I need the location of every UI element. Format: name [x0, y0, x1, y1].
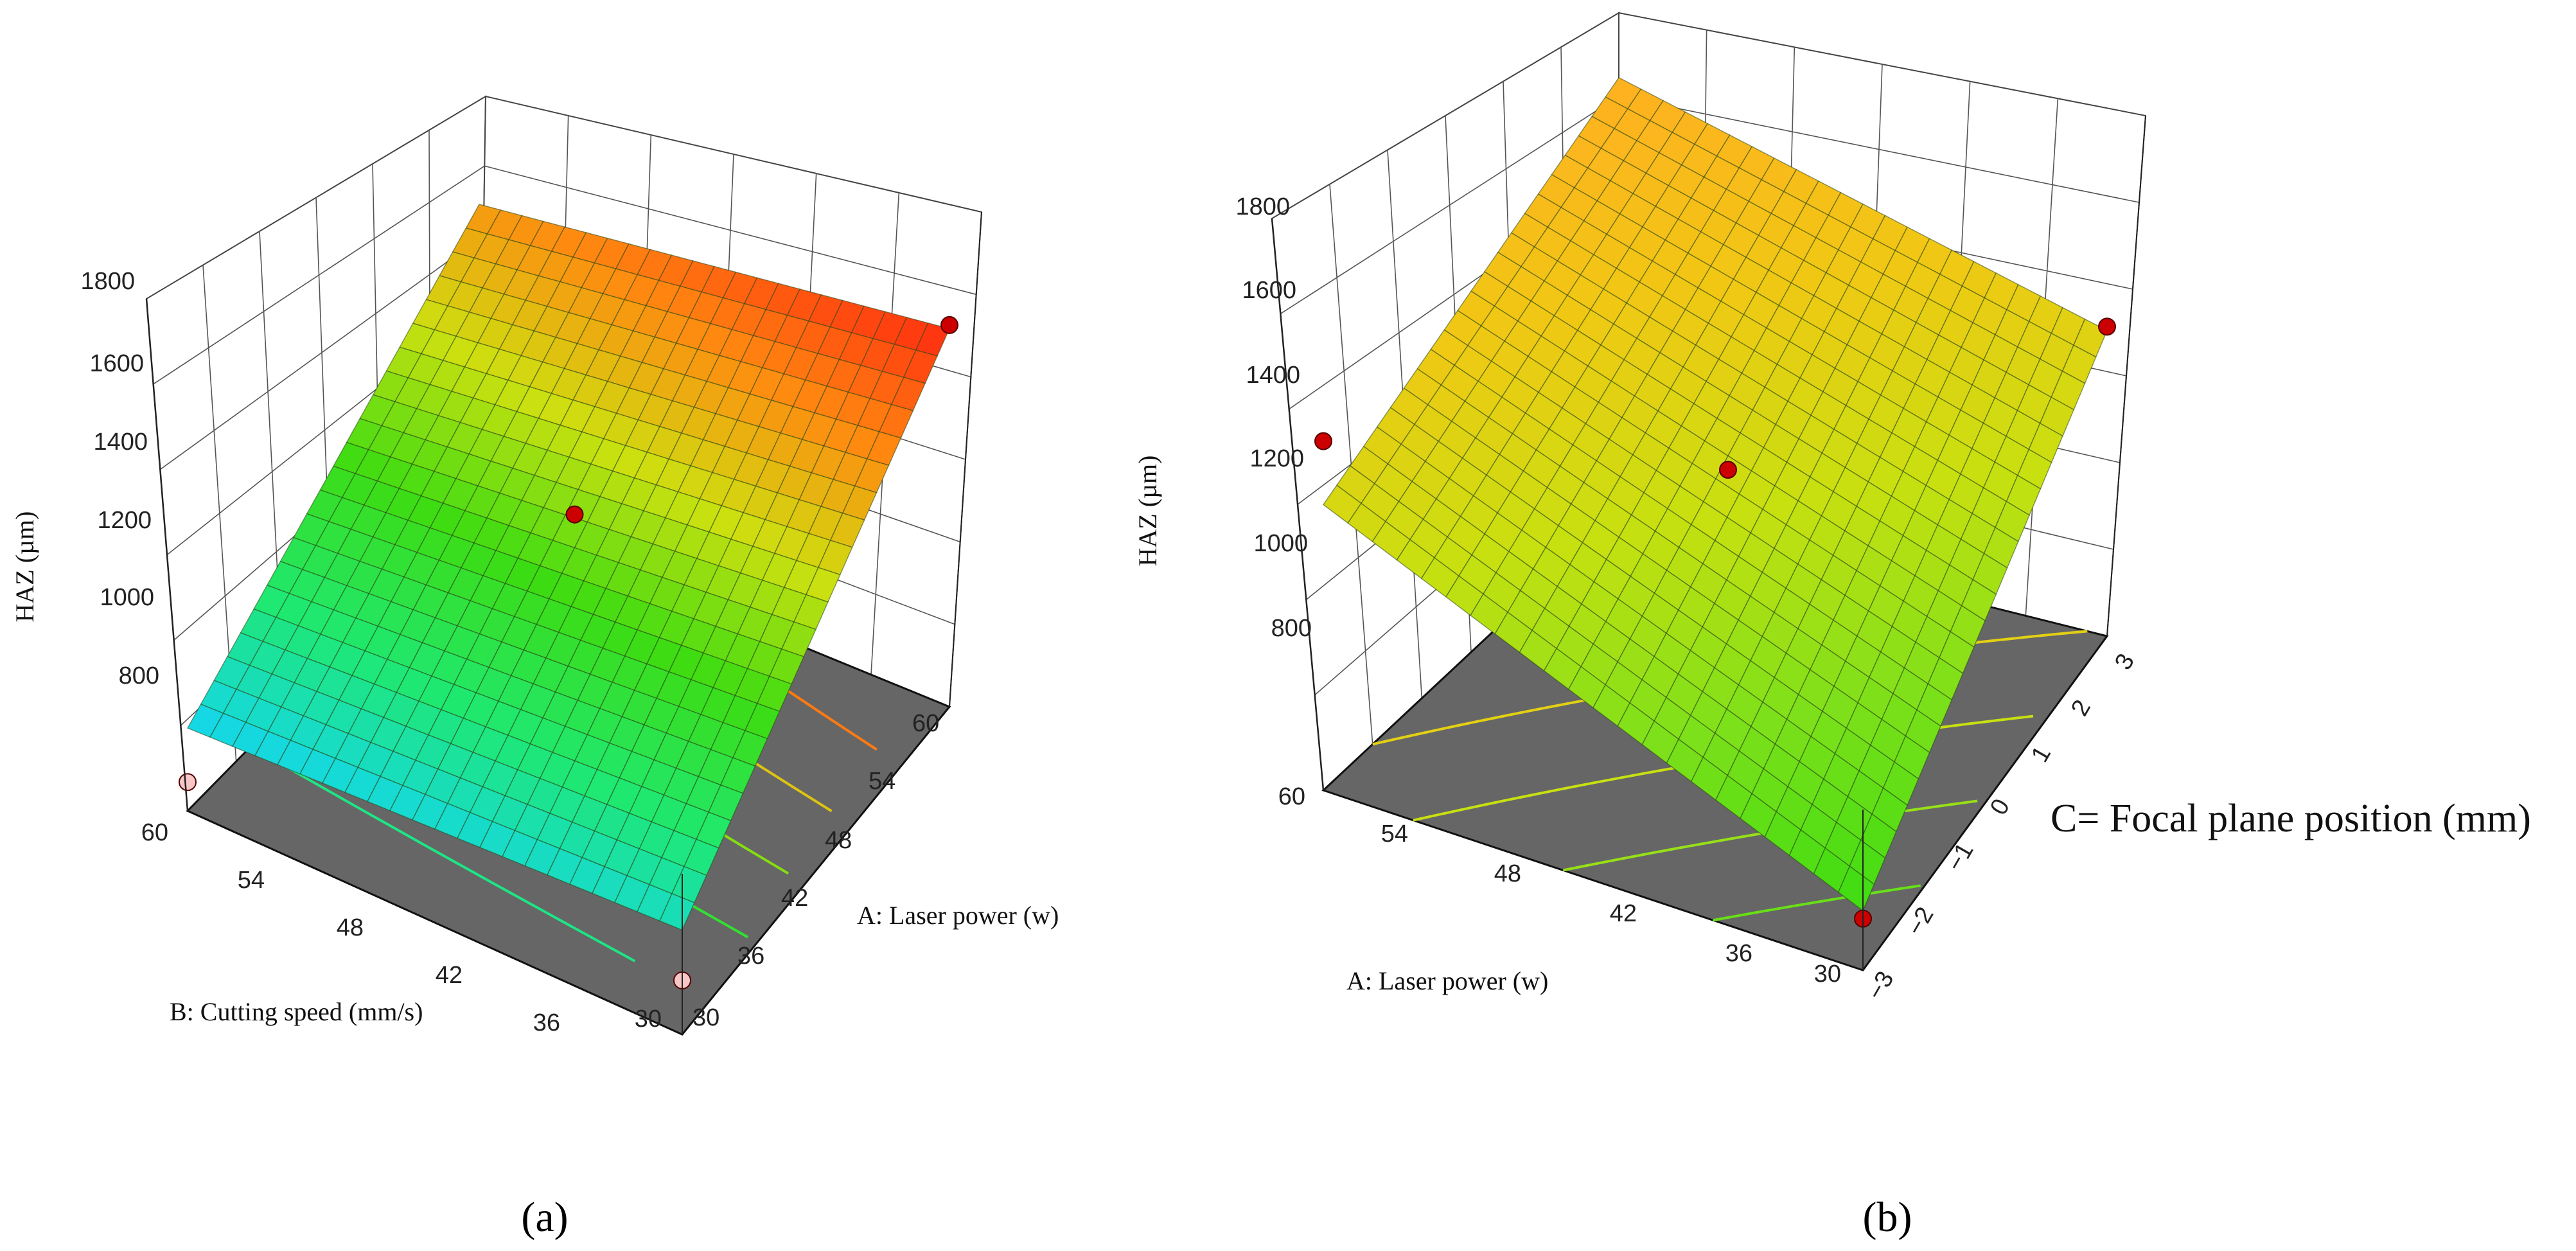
chart-a-x-tick: 54: [238, 867, 265, 894]
z-axis-line: [145, 298, 189, 812]
chart-a-y-tick: 42: [781, 885, 808, 912]
chart-a-axes: [145, 211, 982, 1034]
chart-b-y-tick: 2: [2066, 695, 2096, 720]
chart-a: 800 1000 1200 1400 1600 1800 HAZ (µm) 60…: [10, 95, 1059, 1241]
chart-b-x-tick: 36: [1725, 940, 1752, 967]
chart-a-y-tick: 48: [825, 827, 852, 854]
wall-gridline-horizontal: [1618, 96, 2140, 203]
chart-b-x-tick: 30: [1814, 961, 1841, 988]
design-point-marker: [565, 505, 584, 524]
chart-b: 800 1000 1200 1400 1600 1800 HAZ (µm) 60…: [1133, 12, 2531, 1241]
design-point-marker: [2098, 317, 2116, 336]
panel-label-a: (a): [521, 1194, 568, 1241]
chart-b-y-label: C= Focal plane position (mm): [2051, 797, 2531, 840]
floor-contour-line: [1713, 884, 1921, 922]
chart-b-axes: [1271, 115, 2146, 970]
chart-b-x-tick: 48: [1494, 860, 1521, 887]
chart-b-x-tick: 54: [1381, 821, 1408, 847]
chart-b-y-tick: 3: [2110, 649, 2140, 674]
chart-b-y-tick: 0: [1985, 794, 2015, 819]
chart-a-x-tick: 48: [337, 914, 364, 941]
surface-cell: [659, 893, 695, 931]
chart-b-x-tick: 60: [1278, 783, 1305, 810]
chart-b-z-tick: 1600: [1242, 277, 1296, 304]
chart-b-x-label: A: Laser power (w): [1346, 966, 1548, 995]
wall-gridline-horizontal: [159, 235, 484, 470]
chart-a-y-tick: 54: [869, 768, 895, 795]
chart-a-design-points: [179, 315, 958, 989]
chart-b-surface: [1323, 76, 2108, 912]
chart-b-z-label: HAZ (µm): [1133, 455, 1162, 566]
wall-gridline-horizontal: [1280, 96, 1619, 315]
chart-a-z-label: HAZ (µm): [10, 511, 39, 622]
chart-a-y-tick: 60: [912, 710, 939, 737]
chart-a-surface: [187, 204, 950, 931]
chart-a-y-label: A: Laser power (w): [857, 901, 1059, 930]
chart-b-z-tick: 1200: [1249, 445, 1304, 472]
wall-gridline-horizontal: [484, 165, 976, 296]
panel-label-b: (b): [1863, 1194, 1912, 1241]
chart-a-z-tick: 800: [119, 662, 159, 689]
chart-b-y-tick: −3: [1862, 967, 1900, 1005]
design-point-marker: [940, 315, 958, 334]
chart-b-x-tick: 42: [1610, 900, 1637, 927]
chart-b-y-tick: 1: [2026, 741, 2056, 767]
design-point-marker: [179, 773, 197, 792]
design-point-marker: [1314, 432, 1332, 450]
right-vertical-edge: [949, 211, 982, 707]
chart-a-x-tick: 30: [635, 1006, 662, 1033]
chart-b-z-tick: 800: [1271, 615, 1312, 642]
chart-a-x-label: B: Cutting speed (mm/s): [170, 997, 423, 1026]
chart-b-z-tick: 1800: [1235, 193, 1290, 220]
chart-a-z-tick: 1600: [89, 350, 144, 377]
chart-b-z-tick: 1000: [1253, 530, 1308, 557]
chart-a-z-tick: 1000: [100, 584, 154, 611]
z-axis-line: [1271, 218, 1325, 791]
chart-a-y-tick: 36: [737, 943, 764, 970]
chart-a-y-tick: 30: [693, 1004, 719, 1031]
chart-a-x-tick: 42: [436, 962, 463, 989]
chart-b-z-tick: 1400: [1246, 362, 1300, 389]
surface-cell: [1837, 865, 1875, 912]
design-point-marker: [1719, 461, 1737, 479]
floor-contour-line: [251, 745, 636, 963]
chart-a-x-tick: 60: [141, 819, 168, 846]
right-vertical-edge: [2106, 115, 2146, 637]
wall-gridline-horizontal: [153, 165, 485, 385]
chart-a-x-tick: 36: [533, 1009, 560, 1036]
chart-a-z-tick: 1200: [97, 507, 152, 534]
chart-a-z-tick: 1400: [93, 429, 148, 456]
chart-a-z-tick: 1800: [80, 268, 135, 295]
